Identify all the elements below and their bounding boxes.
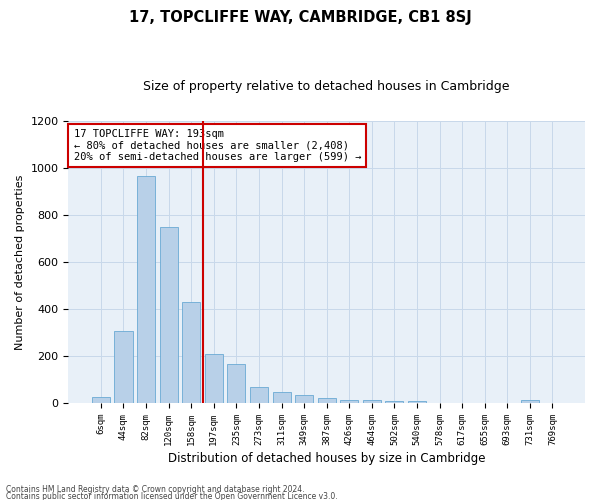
X-axis label: Distribution of detached houses by size in Cambridge: Distribution of detached houses by size … bbox=[168, 452, 485, 465]
Bar bbox=[363, 400, 381, 403]
Bar bbox=[205, 354, 223, 403]
Bar bbox=[317, 398, 336, 403]
Title: Size of property relative to detached houses in Cambridge: Size of property relative to detached ho… bbox=[143, 80, 510, 93]
Text: Contains public sector information licensed under the Open Government Licence v3: Contains public sector information licen… bbox=[6, 492, 338, 500]
Bar bbox=[160, 227, 178, 403]
Bar bbox=[272, 392, 290, 403]
Bar bbox=[227, 364, 245, 403]
Bar bbox=[340, 400, 358, 403]
Bar bbox=[92, 397, 110, 403]
Bar bbox=[385, 400, 403, 403]
Y-axis label: Number of detached properties: Number of detached properties bbox=[15, 174, 25, 350]
Text: 17 TOPCLIFFE WAY: 193sqm
← 80% of detached houses are smaller (2,408)
20% of sem: 17 TOPCLIFFE WAY: 193sqm ← 80% of detach… bbox=[74, 129, 361, 162]
Bar bbox=[115, 332, 133, 403]
Bar bbox=[295, 396, 313, 403]
Text: 17, TOPCLIFFE WAY, CAMBRIDGE, CB1 8SJ: 17, TOPCLIFFE WAY, CAMBRIDGE, CB1 8SJ bbox=[128, 10, 472, 25]
Text: Contains HM Land Registry data © Crown copyright and database right 2024.: Contains HM Land Registry data © Crown c… bbox=[6, 486, 305, 494]
Bar bbox=[250, 386, 268, 403]
Bar bbox=[521, 400, 539, 403]
Bar bbox=[137, 176, 155, 403]
Bar bbox=[408, 400, 426, 403]
Bar bbox=[182, 302, 200, 403]
